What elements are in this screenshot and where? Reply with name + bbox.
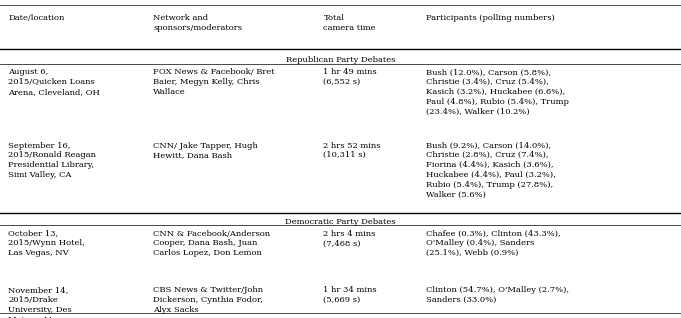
Text: CNN/ Jake Tapper, Hugh
Hewitt, Dana Bash: CNN/ Jake Tapper, Hugh Hewitt, Dana Bash [153, 142, 258, 159]
Text: Date/location: Date/location [8, 14, 65, 22]
Text: September 16,
2015/Ronald Reagan
Presidential Library,
Simi Valley, CA: September 16, 2015/Ronald Reagan Preside… [8, 142, 96, 179]
Text: Network and
sponsors/moderators: Network and sponsors/moderators [153, 14, 242, 32]
Text: FOX News & Facebook/ Bret
Baier, Megyn Kelly, Chris
Wallace: FOX News & Facebook/ Bret Baier, Megyn K… [153, 68, 275, 96]
Text: Participants (polling numbers): Participants (polling numbers) [426, 14, 554, 22]
Text: Republican Party Debates: Republican Party Debates [286, 56, 395, 64]
Text: November 14,
2015/Drake
University, Des
Moines, IA: November 14, 2015/Drake University, Des … [8, 286, 72, 318]
Text: August 6,
2015/Quicken Loans
Arena, Cleveland, OH: August 6, 2015/Quicken Loans Arena, Clev… [8, 68, 100, 96]
Text: 1 hr 34 mins
(5,669 s): 1 hr 34 mins (5,669 s) [323, 286, 377, 304]
Text: Clinton (54.7%), O'Malley (2.7%),
Sanders (33.0%): Clinton (54.7%), O'Malley (2.7%), Sander… [426, 286, 569, 304]
Text: Bush (12.0%), Carson (5.8%),
Christie (3.4%), Cruz (5.4%),
Kasich (3.2%), Huckab: Bush (12.0%), Carson (5.8%), Christie (3… [426, 68, 569, 115]
Text: 2 hrs 4 mins
(7,468 s): 2 hrs 4 mins (7,468 s) [323, 230, 376, 247]
Text: October 13,
2015/Wynn Hotel,
Las Vegas, NV: October 13, 2015/Wynn Hotel, Las Vegas, … [8, 230, 85, 257]
Text: CBS News & Twitter/John
Dickerson, Cynthia Fodor,
Alyx Sacks: CBS News & Twitter/John Dickerson, Cynth… [153, 286, 264, 314]
Text: 2 hrs 52 mins
(10,311 s): 2 hrs 52 mins (10,311 s) [323, 142, 381, 159]
Text: Total
camera time: Total camera time [323, 14, 376, 32]
Text: 1 hr 49 mins
(6,552 s): 1 hr 49 mins (6,552 s) [323, 68, 377, 86]
Text: Bush (9.2%), Carson (14.0%),
Christie (2.8%), Cruz (7.4%),
Fiorina (4.4%), Kasic: Bush (9.2%), Carson (14.0%), Christie (2… [426, 142, 556, 198]
Text: Democratic Party Debates: Democratic Party Debates [285, 218, 396, 226]
Text: CNN & Facebook/Anderson
Cooper, Dana Bash, Juan
Carlos Lopez, Don Lemon: CNN & Facebook/Anderson Cooper, Dana Bas… [153, 230, 270, 257]
Text: Chafee (0.3%), Clinton (43.3%),
O'Malley (0.4%), Sanders
(25.1%), Webb (0.9%): Chafee (0.3%), Clinton (43.3%), O'Malley… [426, 230, 560, 257]
